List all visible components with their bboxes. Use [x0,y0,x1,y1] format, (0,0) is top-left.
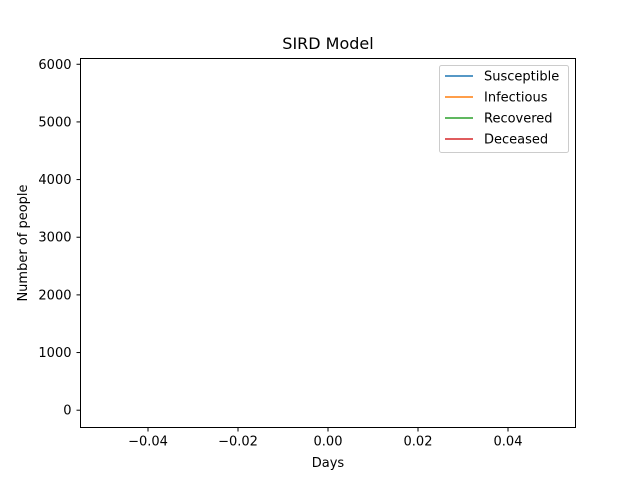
legend-frame [439,65,569,153]
x-tick-label: 0.00 [314,435,343,450]
y-tick-label: 6000 [38,58,71,73]
y-tick-label: 1000 [38,346,71,361]
y-tick-label: 0 [63,404,71,419]
legend-label-deceased: Deceased [484,133,548,148]
y-tick-label: 5000 [38,115,71,130]
x-tick-label: −0.04 [128,435,168,450]
x-tick-label: −0.02 [218,435,258,450]
legend-label-infectious: Infectious [484,91,548,106]
legend: Susceptible Infectious Recovered Deceased [439,65,569,153]
x-tick-label: 0.02 [404,435,433,450]
y-tick-label: 3000 [38,231,71,246]
y-tick-label: 2000 [38,288,71,303]
y-tick-label: 4000 [38,173,71,188]
ticks-layer: −0.04 −0.02 0.00 0.02 0.04 0 1000 2000 3000 4000 5… [38,58,522,450]
x-axis-label: Days [312,456,345,471]
legend-label-recovered: Recovered [484,112,553,127]
legend-label-susceptible: Susceptible [484,70,559,85]
plot-area-frame [80,58,576,428]
chart-title: SIRD Model [282,34,373,53]
x-tick-label: 0.04 [494,435,523,450]
y-axis-label: Number of people [16,184,31,301]
